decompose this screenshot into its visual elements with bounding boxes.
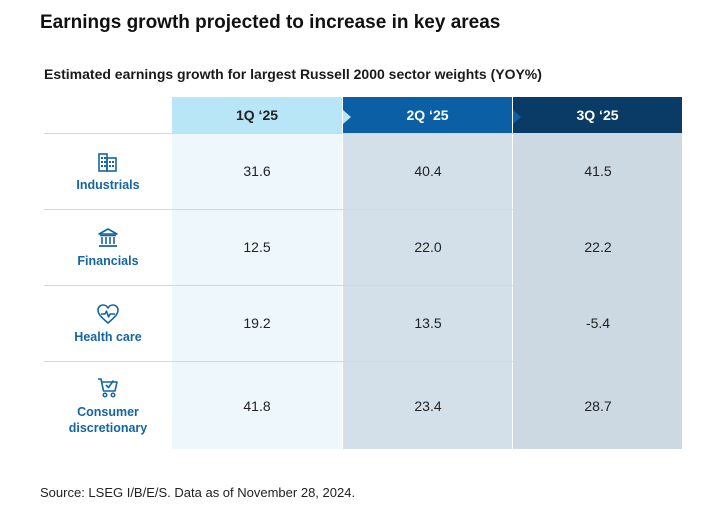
- row-divider: [44, 285, 682, 286]
- chart-title: Earnings growth projected to increase in…: [40, 12, 501, 33]
- source-note: Source: LSEG I/B/E/S. Data as of Novembe…: [40, 485, 356, 500]
- column-2-body: [343, 134, 512, 449]
- column-header-3: 3Q ‘25: [513, 97, 682, 133]
- row-label-text: Financials: [77, 253, 139, 268]
- row-label-text: Consumer discretionary: [68, 404, 148, 435]
- heart-pulse-icon: [97, 303, 119, 324]
- cell-health-care-1q25: 19.2: [243, 315, 271, 331]
- header-arrow-notch: [343, 110, 351, 124]
- cell-consumer-discretionary-1q25: 41.8: [243, 398, 271, 414]
- row-label-industrials: Industrials: [44, 134, 172, 209]
- chart-subtitle: Estimated earnings growth for largest Ru…: [44, 66, 542, 82]
- row-label-financials: Financials: [44, 210, 172, 285]
- cell-financials-1q25: 12.5: [243, 239, 271, 255]
- column-1-body: [172, 134, 342, 449]
- cell-industrials-2q25: 40.4: [414, 163, 442, 179]
- row-label-text: Industrials: [76, 177, 140, 192]
- shopping-cart-icon: [98, 377, 118, 398]
- header-arrow-notch: [513, 110, 521, 124]
- row-label-text: Health care: [74, 329, 142, 344]
- column-header-2-label: 2Q ‘25: [406, 107, 449, 123]
- column-header-1: 1Q ‘25: [172, 97, 342, 133]
- row-label-health-care: Health care: [44, 286, 172, 361]
- column-3-body: [513, 134, 682, 449]
- cell-financials-3q25: 22.2: [584, 239, 612, 255]
- cell-health-care-3q25: -5.4: [585, 315, 611, 331]
- cell-consumer-discretionary-2q25: 23.4: [414, 398, 442, 414]
- column-header-1-label: 1Q ‘25: [235, 107, 279, 123]
- row-divider: [44, 133, 682, 134]
- cell-financials-2q25: 22.0: [414, 239, 442, 255]
- cell-industrials-3q25: 41.5: [584, 163, 612, 179]
- column-header-2: 2Q ‘25: [343, 97, 512, 133]
- column-header-3-label: 3Q ‘25: [576, 107, 619, 123]
- row-divider: [44, 361, 682, 362]
- bank-icon: [98, 227, 118, 247]
- cell-health-care-2q25: 13.5: [414, 315, 442, 331]
- row-divider: [44, 209, 682, 210]
- building-icon: [98, 152, 117, 172]
- data-table: 1Q ‘25 2Q ‘25 3Q ‘25 Industrials 31.6 40…: [44, 97, 682, 449]
- cell-consumer-discretionary-3q25: 28.7: [584, 398, 612, 414]
- row-label-consumer-discretionary: Consumer discretionary: [44, 362, 172, 449]
- cell-industrials-1q25: 31.6: [243, 163, 271, 179]
